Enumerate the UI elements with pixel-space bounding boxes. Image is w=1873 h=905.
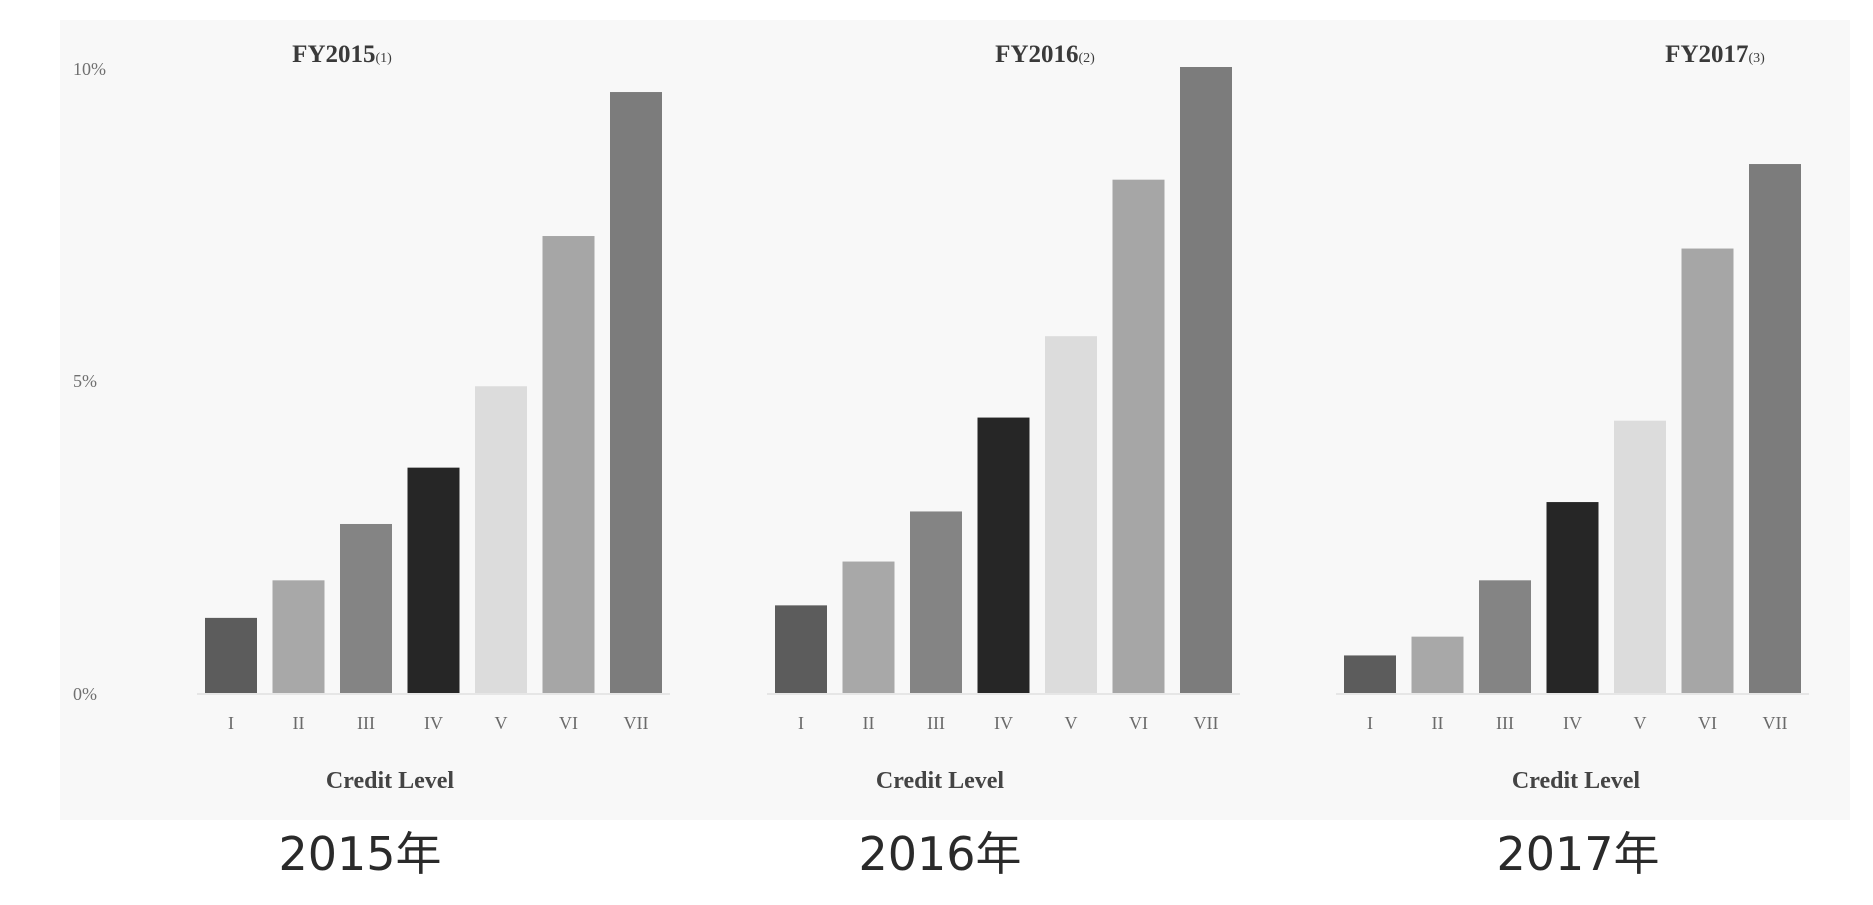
chart-title-note: (2) <box>1079 51 1096 66</box>
y-axis: 0% 5% 10% <box>73 59 106 704</box>
x-tick-label: IV <box>424 713 443 733</box>
bar <box>977 417 1030 693</box>
x-tick-label: VII <box>1763 713 1788 733</box>
x-tick-label: I <box>228 713 234 733</box>
bar <box>1681 248 1734 694</box>
x-axis-label: Credit Level <box>326 768 455 794</box>
plot-background <box>60 20 1850 820</box>
bar <box>542 236 595 693</box>
x-tick-label: V <box>1065 713 1078 733</box>
bar <box>475 386 527 693</box>
chart-title-main: FY2016 <box>995 41 1078 68</box>
x-tick-label: III <box>357 713 375 733</box>
x-tick-label: II <box>1432 713 1444 733</box>
y-tick-label: 5% <box>73 371 97 391</box>
x-tick-label: IV <box>994 713 1013 733</box>
chart-title: FY2015(1) <box>292 41 392 68</box>
x-tick-label: IV <box>1563 713 1582 733</box>
y-tick-label: 10% <box>73 59 106 79</box>
bar <box>1112 179 1165 693</box>
x-tick-label: VI <box>1698 713 1717 733</box>
x-tick-label: V <box>495 713 508 733</box>
x-tick-label: II <box>293 713 305 733</box>
y-tick-label: 0% <box>73 684 97 704</box>
bar <box>407 467 460 693</box>
x-tick-label: VII <box>1194 713 1219 733</box>
chart-title-note: (1) <box>376 51 393 66</box>
bar <box>610 92 662 694</box>
x-tick-label: VI <box>1129 713 1148 733</box>
bar <box>1546 502 1599 693</box>
bar <box>775 605 827 693</box>
bar <box>1479 580 1531 693</box>
bar <box>1614 420 1666 693</box>
bar <box>1344 655 1396 693</box>
chart-title: FY2016(2) <box>995 41 1095 68</box>
panel-caption: 2016年 <box>858 827 1021 881</box>
panel-caption: 2015年 <box>278 827 441 881</box>
bar <box>910 511 962 693</box>
bar <box>1180 67 1232 693</box>
bar <box>1411 636 1464 693</box>
bar <box>842 561 895 693</box>
panel-caption: 2017年 <box>1496 827 1659 881</box>
x-tick-label: I <box>798 713 804 733</box>
x-tick-label: III <box>927 713 945 733</box>
bar <box>1749 164 1801 693</box>
x-tick-label: V <box>1634 713 1647 733</box>
x-tick-label: II <box>863 713 875 733</box>
chart-title-main: FY2017 <box>1665 41 1748 68</box>
bar <box>1045 336 1097 693</box>
bar <box>205 617 257 693</box>
x-axis-label: Credit Level <box>876 768 1005 794</box>
bar <box>340 523 392 693</box>
x-axis-label: Credit Level <box>1512 768 1641 794</box>
x-tick-label: III <box>1496 713 1514 733</box>
x-tick-label: VI <box>559 713 578 733</box>
chart-title: FY2017(3) <box>1665 41 1765 68</box>
chart-title-main: FY2015 <box>292 41 375 68</box>
x-tick-label: VII <box>624 713 649 733</box>
x-tick-label: I <box>1367 713 1373 733</box>
bar <box>272 580 325 693</box>
chart-title-note: (3) <box>1749 51 1766 66</box>
